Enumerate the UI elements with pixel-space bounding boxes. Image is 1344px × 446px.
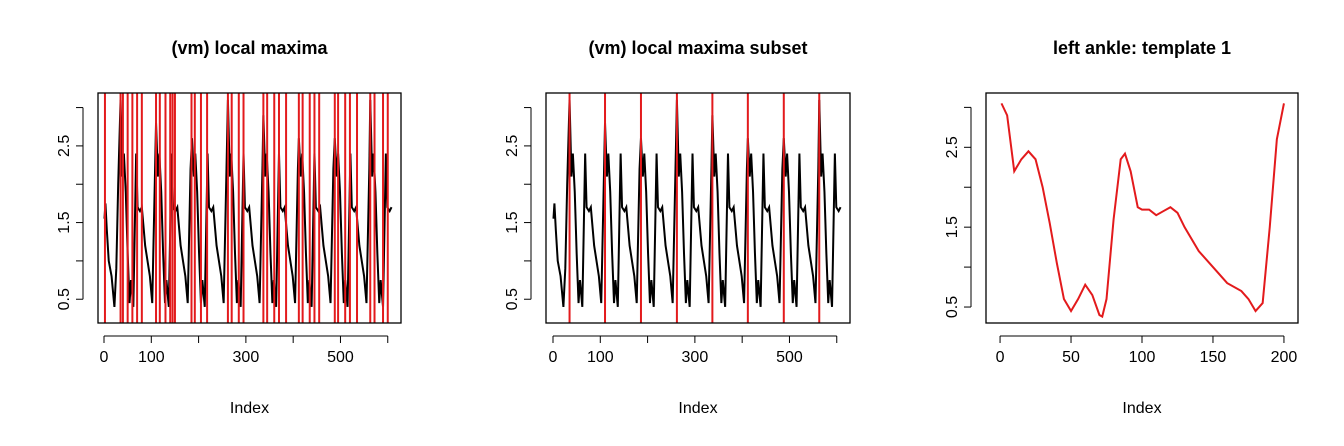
x-axis-label: Index [230, 400, 269, 417]
y-tick-label: 1.5 [944, 216, 961, 238]
plot-box [97, 92, 402, 324]
y-tick-label: 2.5 [504, 135, 521, 157]
x-axis-label: Index [678, 400, 717, 417]
chart-title: (vm) local maxima subset [588, 38, 807, 58]
x-tick-label: 0 [100, 349, 109, 366]
x-tick-label: 300 [682, 349, 709, 366]
y-tick-label: 2.5 [56, 135, 73, 157]
x-tick-label: 0 [996, 349, 1005, 366]
x-tick-label: 300 [233, 349, 260, 366]
y-tick-label: 0.5 [944, 296, 961, 318]
x-tick-label: 0 [549, 349, 558, 366]
plot-box [545, 92, 851, 324]
plot-box [985, 92, 1299, 324]
y-tick-label: 1.5 [56, 211, 73, 233]
plot-area [103, 93, 393, 323]
y-tick-label: 2.5 [944, 136, 961, 158]
y-tick-label: 0.5 [56, 288, 73, 310]
data-line [552, 99, 842, 307]
data-line [1000, 102, 1285, 319]
data-line [103, 99, 393, 307]
x-tick-label: 150 [1200, 349, 1227, 366]
chart-title: (vm) local maxima [171, 38, 328, 58]
x-tick-label: 100 [587, 349, 614, 366]
chart-title: left ankle: template 1 [1053, 38, 1231, 58]
y-tick-label: 0.5 [504, 288, 521, 310]
plot-area [552, 93, 842, 323]
x-tick-label: 500 [327, 349, 354, 366]
plot-area [1000, 102, 1285, 319]
x-tick-label: 100 [138, 349, 165, 366]
x-tick-label: 200 [1271, 349, 1298, 366]
x-axis-label: Index [1122, 400, 1161, 417]
x-tick-label: 100 [1129, 349, 1156, 366]
x-tick-label: 500 [776, 349, 803, 366]
x-tick-label: 50 [1062, 349, 1080, 366]
y-tick-label: 1.5 [504, 211, 521, 233]
